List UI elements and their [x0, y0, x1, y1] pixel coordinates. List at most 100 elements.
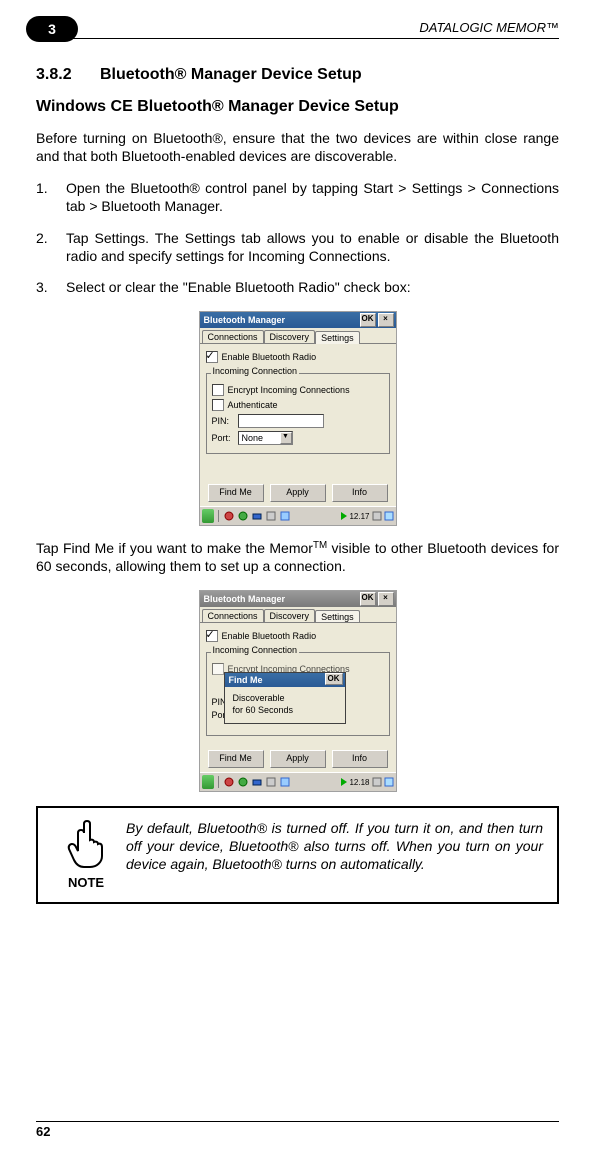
trademark-superscript: TM	[313, 540, 327, 551]
intro-paragraph: Before turning on Bluetooth®, ensure tha…	[36, 130, 559, 166]
tray-icon[interactable]	[223, 510, 235, 522]
popup-ok-button[interactable]: OK	[325, 673, 343, 685]
taskbar-clock: 12.17	[341, 511, 393, 521]
enable-bluetooth-label: Enable Bluetooth Radio	[222, 631, 317, 641]
close-button[interactable]: ×	[378, 592, 394, 606]
taskbar: 12.17	[200, 506, 396, 525]
taskbar-clock: 12.18	[341, 777, 393, 787]
tray-icon[interactable]	[237, 776, 249, 788]
titlebar: Bluetooth Manager OK ×	[200, 591, 396, 607]
tray-icon[interactable]	[265, 510, 277, 522]
groupbox-legend: Incoming Connection	[211, 366, 300, 376]
popup-title-text: Find Me	[229, 673, 323, 687]
close-button[interactable]: ×	[378, 313, 394, 327]
tray-icon[interactable]	[251, 510, 263, 522]
info-button[interactable]: Info	[332, 750, 388, 768]
page-number: 62	[36, 1124, 559, 1139]
pointing-hand-icon	[64, 820, 108, 871]
taskbar-separator	[218, 776, 219, 788]
enable-bluetooth-label: Enable Bluetooth Radio	[222, 352, 317, 362]
popup-body: Discoverable for 60 Seconds	[225, 687, 345, 722]
find-me-button[interactable]: Find Me	[208, 484, 264, 502]
step-number: 2.	[36, 230, 60, 248]
port-select[interactable]: None ▼	[238, 431, 293, 445]
port-value: None	[242, 433, 264, 443]
tab-connections[interactable]: Connections	[202, 330, 264, 343]
pin-row: PIN:	[212, 414, 384, 428]
tray-end-icon	[384, 511, 394, 521]
screenshot-1-container: Bluetooth Manager OK × Connections Disco…	[36, 311, 559, 526]
popup-titlebar: Find Me OK	[225, 673, 345, 687]
window-title: Bluetooth Manager	[204, 312, 358, 328]
encrypt-checkbox[interactable]	[212, 384, 224, 396]
tray-end-icon	[372, 777, 382, 787]
clock-time: 12.17	[349, 512, 369, 521]
step-item: 2. Tap Settings. The Settings tab allows…	[36, 230, 559, 266]
encrypt-checkbox[interactable]	[212, 663, 224, 675]
info-button[interactable]: Info	[332, 484, 388, 502]
page: 3 DATALOGIC MEMOR™ 3.8.2Bluetooth® Manag…	[0, 0, 595, 1161]
window-title: Bluetooth Manager	[204, 591, 358, 607]
tray-end-icon	[372, 511, 382, 521]
tray-icon[interactable]	[237, 510, 249, 522]
titlebar: Bluetooth Manager OK ×	[200, 312, 396, 328]
tray-icon[interactable]	[223, 776, 235, 788]
step-item: 1. Open the Bluetooth® control panel by …	[36, 180, 559, 216]
authenticate-label: Authenticate	[228, 400, 278, 410]
ok-button[interactable]: OK	[360, 313, 376, 327]
page-header: 3 DATALOGIC MEMOR™	[36, 20, 559, 48]
tab-connections[interactable]: Connections	[202, 609, 264, 622]
tray-icon[interactable]	[251, 776, 263, 788]
enable-bluetooth-checkbox[interactable]	[206, 630, 218, 642]
groupbox-legend: Incoming Connection	[211, 645, 300, 655]
tray-icon[interactable]	[279, 510, 291, 522]
footer-rule	[36, 1121, 559, 1122]
pin-input[interactable]	[238, 414, 324, 428]
apply-button[interactable]: Apply	[270, 484, 326, 502]
section-title: Bluetooth® Manager Device Setup	[100, 66, 362, 83]
tab-discovery[interactable]: Discovery	[264, 609, 316, 622]
tray-end-icon	[384, 777, 394, 787]
tray-icon[interactable]	[265, 776, 277, 788]
settings-panel: Enable Bluetooth Radio Incoming Connecti…	[200, 343, 396, 506]
section-number: 3.8.2	[36, 66, 100, 84]
bluetooth-manager-window: Bluetooth Manager OK × Connections Disco…	[199, 311, 397, 526]
tab-discovery[interactable]: Discovery	[264, 330, 316, 343]
enable-bluetooth-checkbox[interactable]	[206, 351, 218, 363]
start-icon[interactable]	[202, 510, 214, 522]
header-rule	[36, 38, 559, 39]
dropdown-arrow-icon: ▼	[280, 432, 292, 444]
tray-icon[interactable]	[279, 776, 291, 788]
note-label: NOTE	[52, 875, 120, 890]
ok-button[interactable]: OK	[360, 592, 376, 606]
start-icon[interactable]	[202, 776, 214, 788]
bluetooth-manager-window-findme: Bluetooth Manager OK × Connections Disco…	[199, 590, 397, 792]
authenticate-checkbox[interactable]	[212, 399, 224, 411]
steps-list: 1. Open the Bluetooth® control panel by …	[36, 180, 559, 298]
step-text: Open the Bluetooth® control panel by tap…	[66, 180, 559, 214]
step-item: 3. Select or clear the "Enable Bluetooth…	[36, 279, 559, 297]
subsection-heading: Windows CE Bluetooth® Manager Device Set…	[36, 98, 559, 116]
tabs-row: Connections Discovery Settings	[200, 607, 396, 622]
find-me-popup: Find Me OK Discoverable for 60 Seconds	[224, 672, 346, 723]
incoming-connection-group: Incoming Connection Encrypt Incoming Con…	[206, 373, 390, 454]
step-text: Select or clear the "Enable Bluetooth Ra…	[66, 279, 411, 295]
note-icon-cell: NOTE	[52, 820, 120, 890]
find-me-button[interactable]: Find Me	[208, 750, 264, 768]
mid-paragraph: Tap Find Me if you want to make the Memo…	[36, 540, 559, 576]
tab-settings[interactable]: Settings	[315, 331, 360, 344]
settings-panel: Enable Bluetooth Radio Incoming Connecti…	[200, 622, 396, 772]
enable-bluetooth-row: Enable Bluetooth Radio	[206, 630, 390, 642]
chapter-tab: 3	[26, 16, 78, 42]
authenticate-row: Authenticate	[212, 399, 384, 411]
taskbar: 12.18	[200, 772, 396, 791]
port-label: Port:	[212, 433, 238, 443]
note-text: By default, Bluetooth® is turned off. If…	[120, 820, 543, 874]
apply-button[interactable]: Apply	[270, 750, 326, 768]
page-footer: 62	[36, 1121, 559, 1139]
clock-time: 12.18	[349, 778, 369, 787]
play-icon	[341, 512, 347, 520]
button-row: Find Me Apply Info	[206, 484, 390, 502]
note-callout: NOTE By default, Bluetooth® is turned of…	[36, 806, 559, 904]
step-text: Tap Settings. The Settings tab allows yo…	[66, 230, 559, 264]
